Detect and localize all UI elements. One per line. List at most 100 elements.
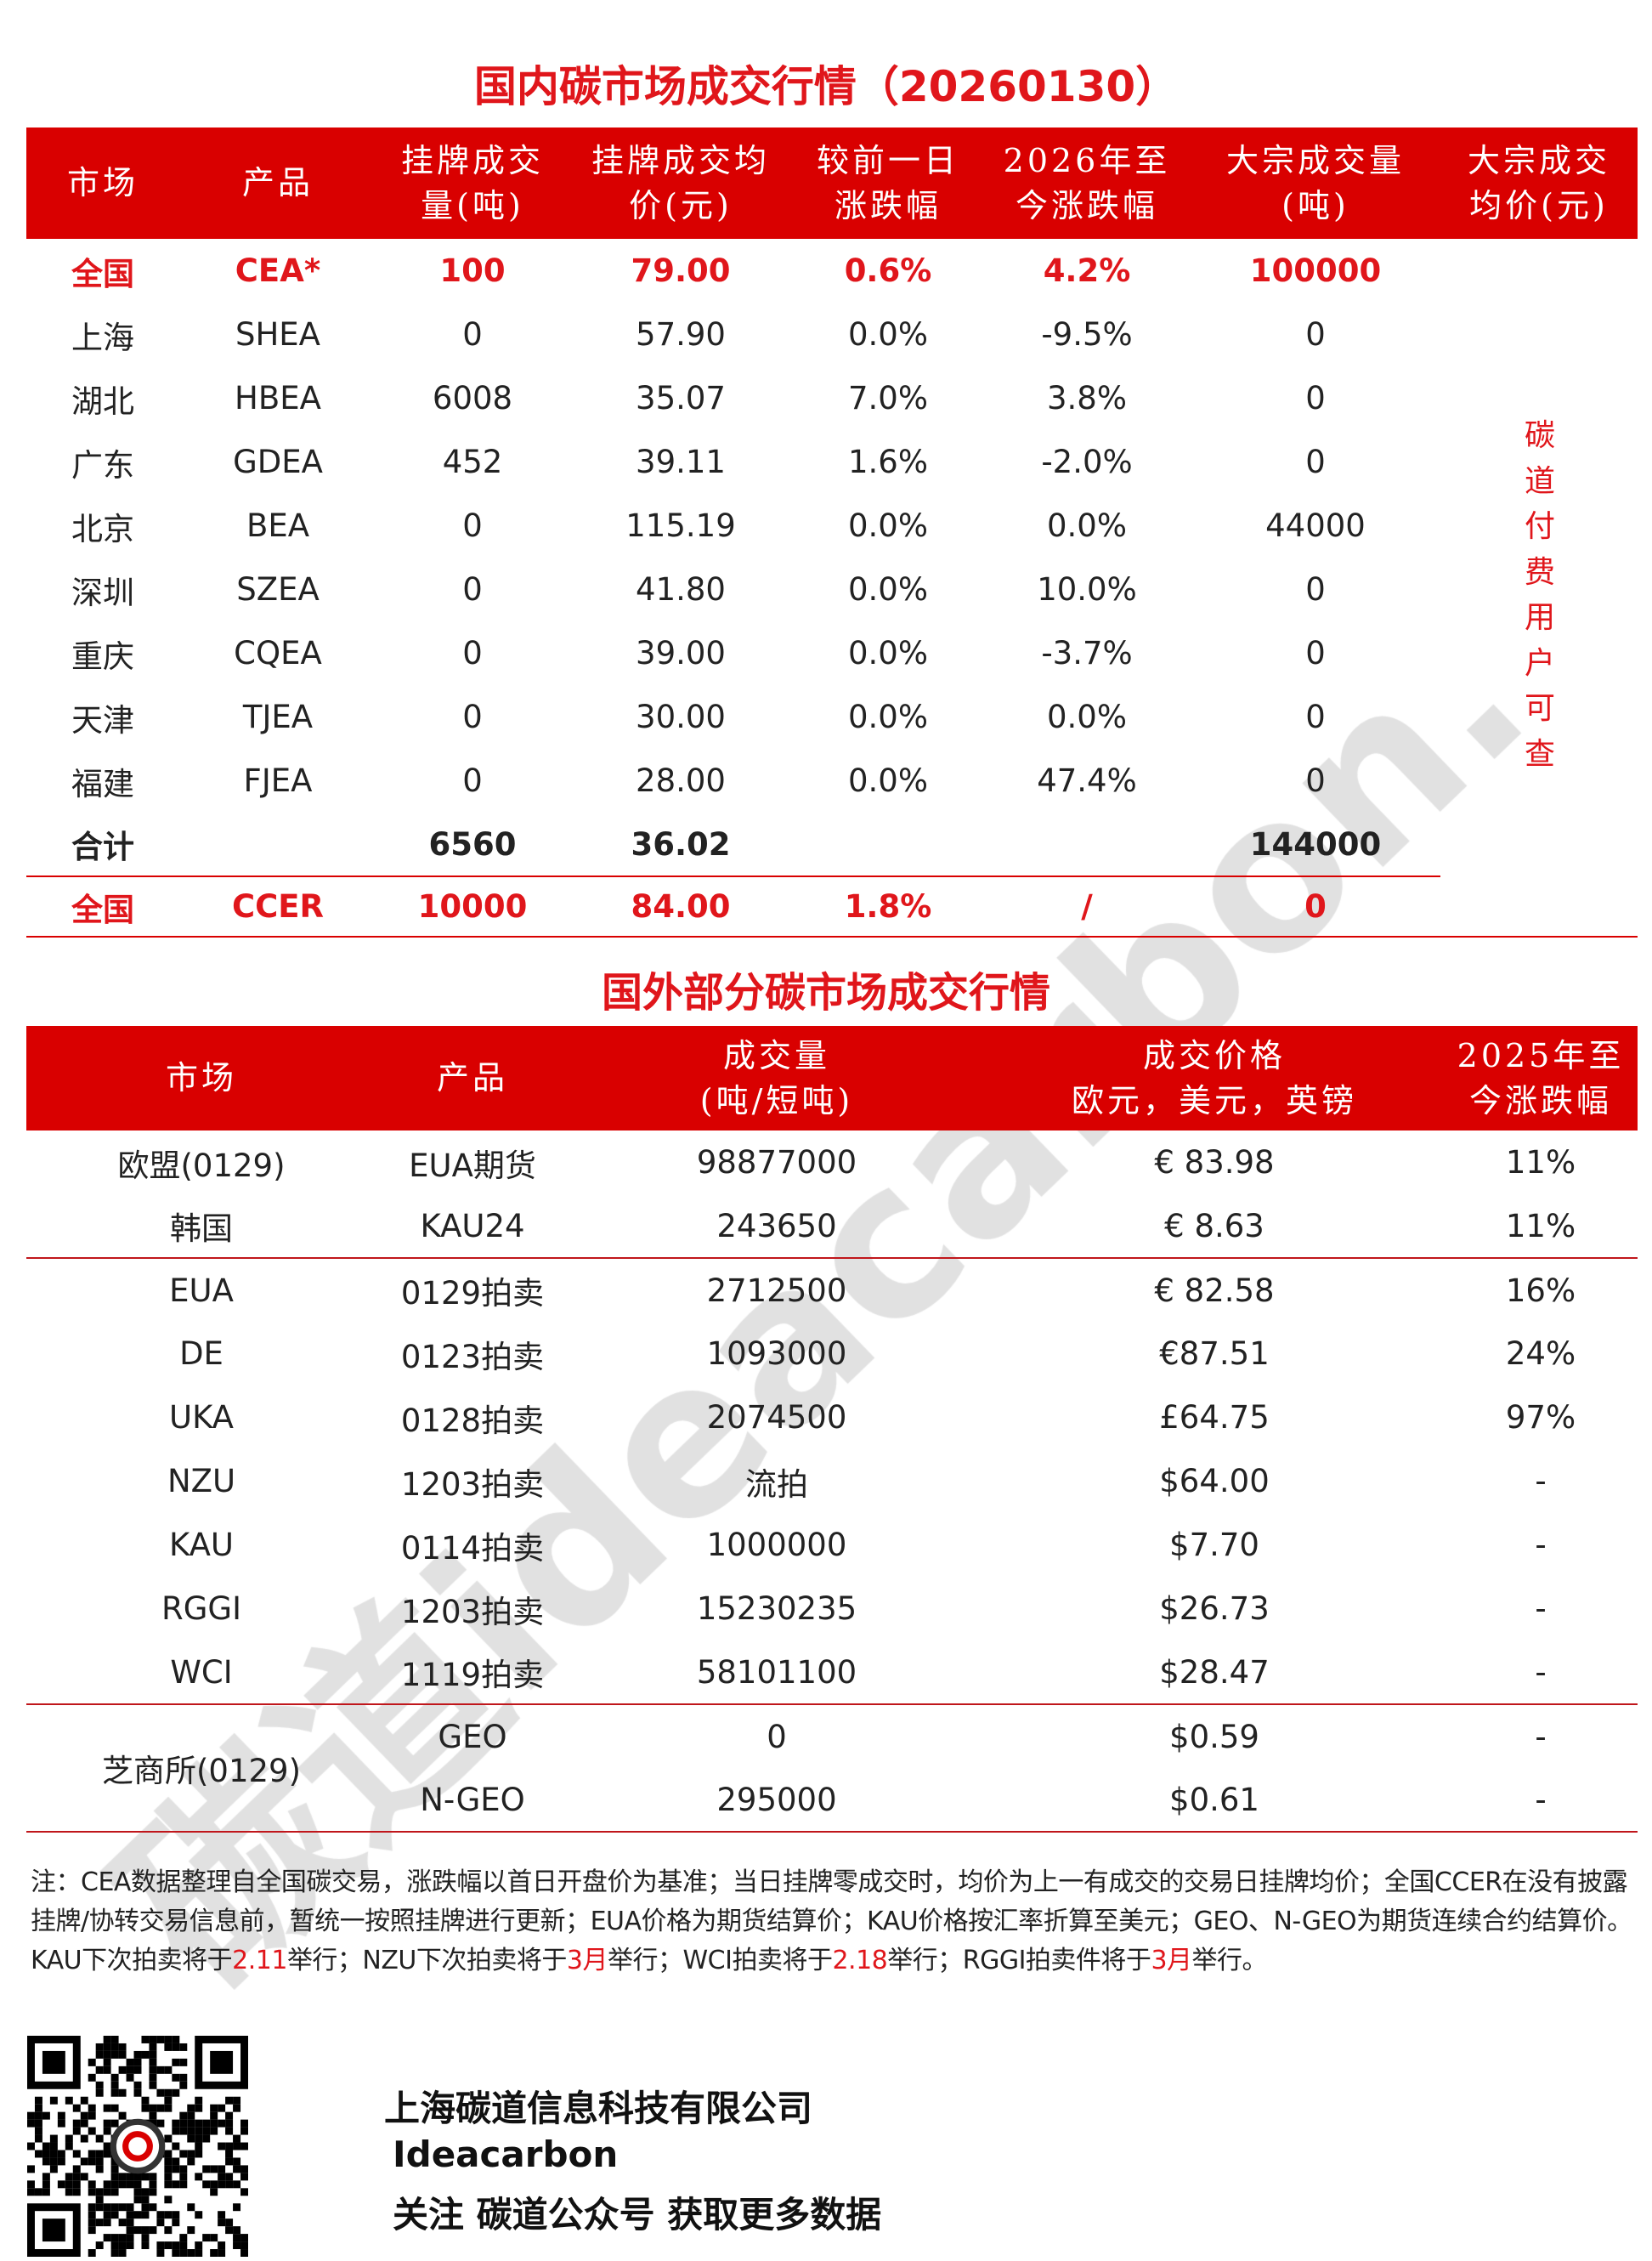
table-cell: 79.00 [631,252,731,289]
table-cell: 0 [1305,444,1326,480]
table-row: RGGI 1203拍卖 15230235 $26.73 - [26,1577,1638,1640]
table-row: DE 0123拍卖 1093000 €87.51 24% [26,1322,1638,1386]
table-cell: 0.0% [1047,507,1127,544]
table-cell: 7.0% [848,380,928,416]
table-cell: 452 [442,444,503,480]
table-cell: 16% [1505,1272,1576,1309]
table-cell: 1203拍卖 [400,1593,545,1630]
table-cell: 6008 [432,380,513,416]
table-cell: € 83.98 [1154,1144,1275,1181]
table-cell: 0 [1305,316,1326,353]
table-cell: 30.00 [636,699,726,735]
table-cell: 1.8% [793,876,983,938]
table-cell: 39.11 [636,444,726,480]
table-cell: 天津 [71,701,134,739]
table-cell: 115.19 [625,507,736,544]
table-cell: - [1535,1718,1547,1755]
note-text: 举行；RGGI拍卖件将于 [887,1946,1151,1975]
column-header: 挂牌成交均 价(元) [569,128,793,239]
table-cell: 韩国 [26,1194,376,1259]
table-cell: NZU [167,1463,236,1499]
table-cell: 44000 [1265,507,1366,544]
table-cell: CCER [179,876,376,938]
table-cell: 10.0% [1037,571,1137,608]
table-cell: 0 [1305,380,1326,416]
table-cell: 深圳 [71,574,134,611]
table-row: 深圳 SZEA 0 41.80 0.0% 10.0% 0 [26,558,1638,621]
footnote: 注：CEA数据整理自全国碳交易，涨跌幅以首日开盘价为基准；当日挂牌零成交时，均价… [31,1863,1637,1980]
table-cell: 28.00 [636,762,726,799]
note-text: 举行；NZU下次拍卖将于 [286,1946,567,1975]
rggi-date: 3月 [1151,1946,1192,1975]
header-line: 今涨跌幅 [1468,1081,1612,1119]
table-cell: 98877000 [696,1144,857,1181]
domestic-market-table: 市场 产品 挂牌成交 量(吨) 挂牌成交均 价(元) 较前一日 涨跌幅 2026年至 今涨跌幅 大宗… [26,128,1638,938]
table-cell: CQEA [234,635,322,672]
column-header: 挂牌成交 量(吨) [376,128,569,239]
table-cell: - [1535,1463,1547,1499]
table-cell: 1203拍卖 [400,1465,545,1503]
table-cell: 1093000 [706,1335,847,1372]
table-row: 上海 SHEA 0 57.90 0.0% -9.5% 0 [26,303,1638,366]
table-cell: €87.51 [1159,1335,1270,1372]
note-text: 举行；WCI拍卖将于 [607,1946,833,1975]
table-cell: 0128拍卖 [400,1402,545,1439]
table-cell: 0 [462,762,483,799]
header-line: 欧元，美元，英镑 [1071,1081,1357,1119]
table-cell: 84.00 [569,876,793,938]
table-cell: 1.6% [848,444,928,480]
table-cell: 0.6% [844,252,932,289]
table-cell: $0.61 [985,1768,1444,1833]
table-row: 天津 TJEA 0 30.00 0.0% 0.0% 0 [26,685,1638,749]
table-cell: 3.8% [1047,380,1127,416]
table-cell: 0 [1305,762,1326,799]
header-line: 涨跌幅 [834,186,942,224]
column-header: 大宗成交量 (吨) [1191,128,1440,239]
table-cell: 欧盟(0129) [117,1147,286,1184]
table-cell: / [983,876,1191,938]
table-cell: - [1444,1768,1638,1833]
table-cell: $26.73 [1159,1590,1270,1627]
table-row: 合计 6560 36.02 144000 [26,813,1638,877]
header-line: 市场 [165,1059,237,1096]
table-cell: GEO [438,1718,507,1755]
table-cell: WCI [26,1640,376,1705]
table-cell: 0 [1305,699,1326,735]
header-line: 产品 [436,1059,508,1096]
table-cell: € 8.63 [985,1194,1444,1259]
table-cell: KAU [168,1527,234,1563]
table-cell: 24% [1505,1335,1576,1372]
header-line: 较前一日 [816,141,959,179]
table-cell: 湖北 [71,382,134,420]
table-cell: 0129拍卖 [400,1275,545,1312]
header-line: (吨/短吨) [699,1081,854,1119]
foreign-title: 国外部分碳市场成交行情 [601,969,1050,1017]
table-row: 福建 FJEA 0 28.00 0.0% 47.4% 0 [26,749,1638,813]
table-cell: EUA [169,1272,234,1309]
table-cell: -2.0% [1041,444,1133,480]
header-line: 大宗成交量 [1225,141,1405,179]
qr-code[interactable] [26,2036,249,2257]
table-cell: 39.00 [636,635,726,672]
table-cell: 36.02 [569,813,793,877]
table-cell: UKA [168,1399,234,1436]
nzu-date: 3月 [566,1946,608,1975]
table-cell: DE [179,1335,223,1372]
table-cell: $28.47 [985,1640,1444,1705]
header-line: 均价(元) [1469,186,1609,224]
column-header: 成交量 (吨/短吨) [569,1026,985,1130]
table-cell: 2712500 [706,1272,847,1309]
table-row: 广东 GDEA 452 39.11 1.6% -2.0% 0 [26,430,1638,494]
header-line: 量(吨) [421,186,524,224]
table-cell: 0.0% [848,507,928,544]
table-cell: - [1535,1590,1547,1627]
table-cell: 全国 [26,876,179,938]
follow-prompt: 关注 碳道公众号 获取更多数据 [393,2194,882,2236]
table-cell: 0114拍卖 [400,1529,545,1567]
table-header: 市场 产品 挂牌成交 量(吨) 挂牌成交均 价(元) 较前一日 涨跌幅 2026年至 今涨跌幅 大宗… [26,128,1638,239]
header-line: 今涨跌幅 [1015,186,1158,224]
table-row: WCI 1119拍卖 58101100 $28.47- [26,1640,1638,1705]
table-cell: 2074500 [706,1399,847,1436]
table-cell: EUA期货 [409,1147,536,1184]
table-cell: GDEA [233,444,323,480]
